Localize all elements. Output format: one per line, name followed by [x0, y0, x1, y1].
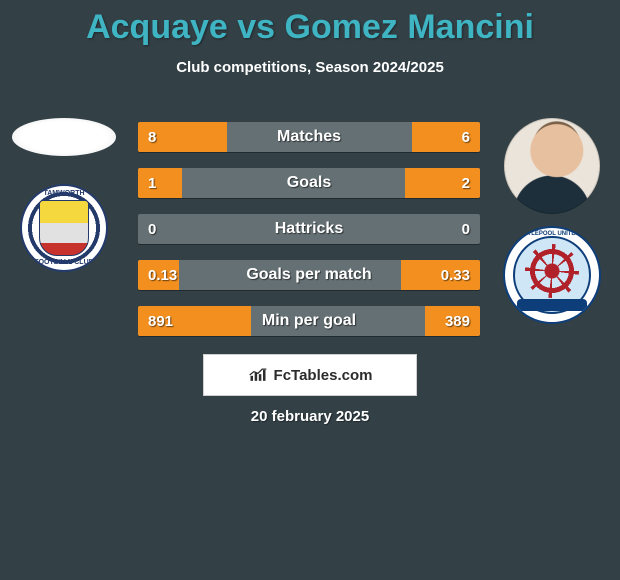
player-photo-left [12, 118, 116, 156]
stat-row: 891389Min per goal [138, 306, 480, 336]
attribution-box[interactable]: FcTables.com [203, 354, 417, 396]
page-title: Acquaye vs Gomez Mancini [0, 0, 620, 47]
crest-left-text-top: TAMWORTH [22, 190, 106, 197]
attribution-chart-icon [248, 367, 268, 383]
left-column: TAMWORTH FOOTBALL CLUB [8, 118, 120, 272]
crest-left-text-bottom: FOOTBALL CLUB [22, 259, 106, 266]
right-column: HARTLEPOOL UNITED FC [496, 118, 608, 324]
stat-label: Matches [138, 122, 480, 152]
stat-row: 86Matches [138, 122, 480, 152]
stat-row: 00Hattricks [138, 214, 480, 244]
stat-label: Min per goal [138, 306, 480, 336]
stat-label: Goals [138, 168, 480, 198]
attribution-brand: FcTables.com [274, 367, 373, 384]
stat-row: 12Goals [138, 168, 480, 198]
date-label: 20 february 2025 [0, 408, 620, 425]
subtitle: Club competitions, Season 2024/2025 [0, 59, 620, 76]
club-crest-right: HARTLEPOOL UNITED FC [503, 226, 601, 324]
stat-label: Hattricks [138, 214, 480, 244]
stats-container: 86Matches 12Goals 00Hattricks 0.130.33Goals… [138, 122, 480, 352]
crest-right-text: HARTLEPOOL UNITED FC [505, 231, 599, 237]
club-crest-left: TAMWORTH FOOTBALL CLUB [20, 184, 108, 272]
stat-row: 0.130.33Goals per match [138, 260, 480, 290]
player-photo-right [504, 118, 600, 214]
stat-label: Goals per match [138, 260, 480, 290]
